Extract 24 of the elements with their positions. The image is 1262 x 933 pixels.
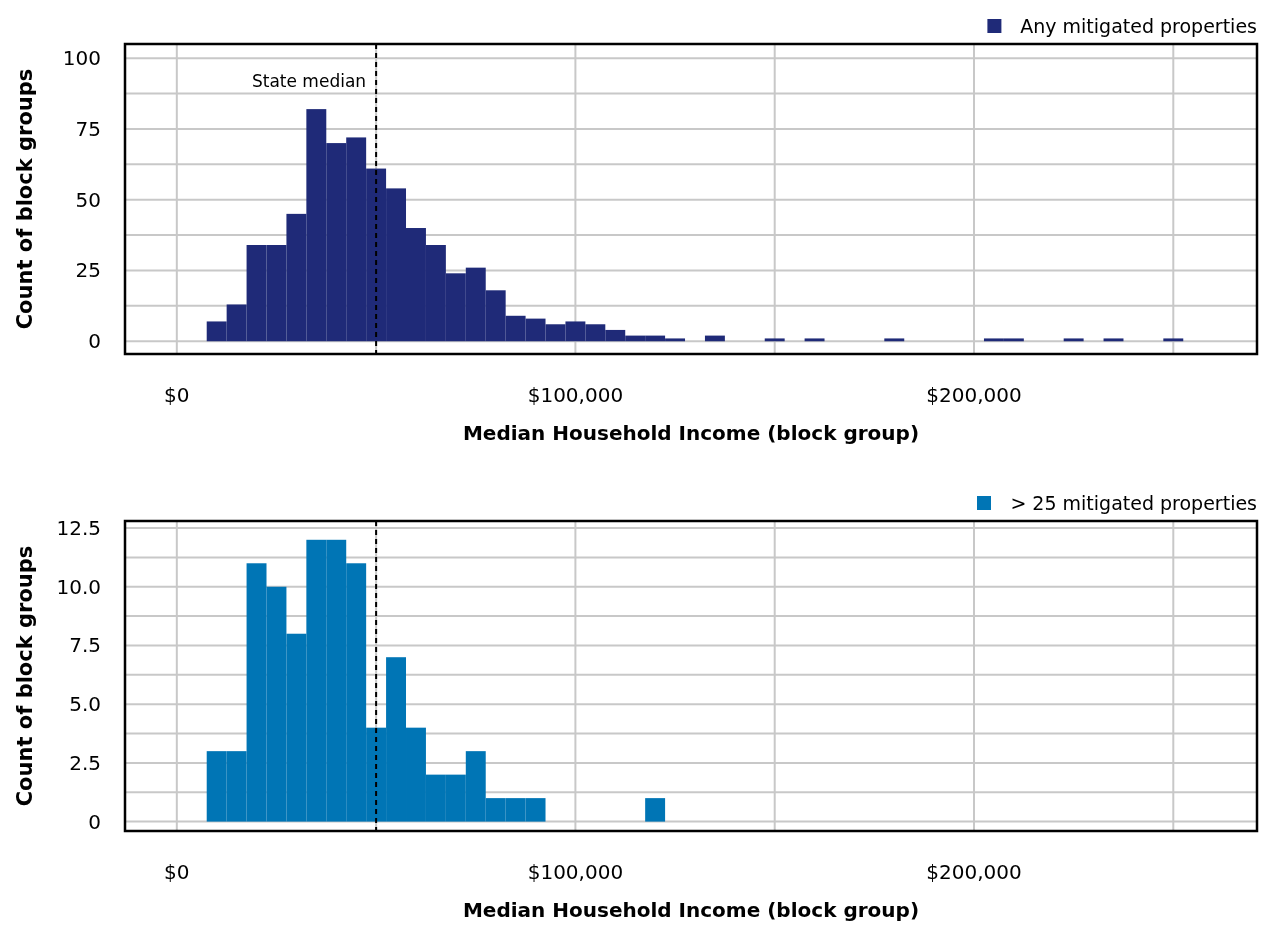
x-tick-label: $100,000 bbox=[527, 383, 624, 407]
x-tick-label: $0 bbox=[164, 383, 190, 407]
y-tick-label: 75 bbox=[75, 116, 101, 141]
y-tick-label: 0 bbox=[88, 809, 101, 834]
x-tick-label: $100,000 bbox=[527, 860, 624, 884]
y-tick-label: 25 bbox=[75, 258, 101, 283]
y-tick-label: 12.5 bbox=[56, 516, 101, 541]
y-tick-label: 100 bbox=[62, 46, 101, 71]
y-tick-label: 50 bbox=[75, 187, 101, 212]
y-axis-title: Count of block groups bbox=[13, 68, 37, 330]
legend-label: Any mitigated properties bbox=[1020, 14, 1257, 37]
y-tick-label: 0 bbox=[88, 329, 101, 354]
y-axis-title: Count of block groups bbox=[13, 545, 37, 807]
y-tick-label: 7.5 bbox=[69, 633, 101, 658]
y-tick-label: 2.5 bbox=[69, 750, 101, 775]
x-tick-label: $0 bbox=[164, 860, 190, 884]
x-tick-label: $200,000 bbox=[926, 860, 1022, 884]
x-axis-title: Median Household Income (block group) bbox=[462, 898, 920, 922]
x-tick-label: $200,000 bbox=[926, 383, 1022, 407]
y-tick-label: 5.0 bbox=[69, 692, 101, 717]
y-tick-label: 10.0 bbox=[56, 574, 101, 599]
legend-label: > 25 mitigated properties bbox=[1010, 491, 1257, 514]
x-axis-title: Median Household Income (block group) bbox=[462, 421, 920, 445]
ref-line-label: State median bbox=[251, 71, 367, 91]
